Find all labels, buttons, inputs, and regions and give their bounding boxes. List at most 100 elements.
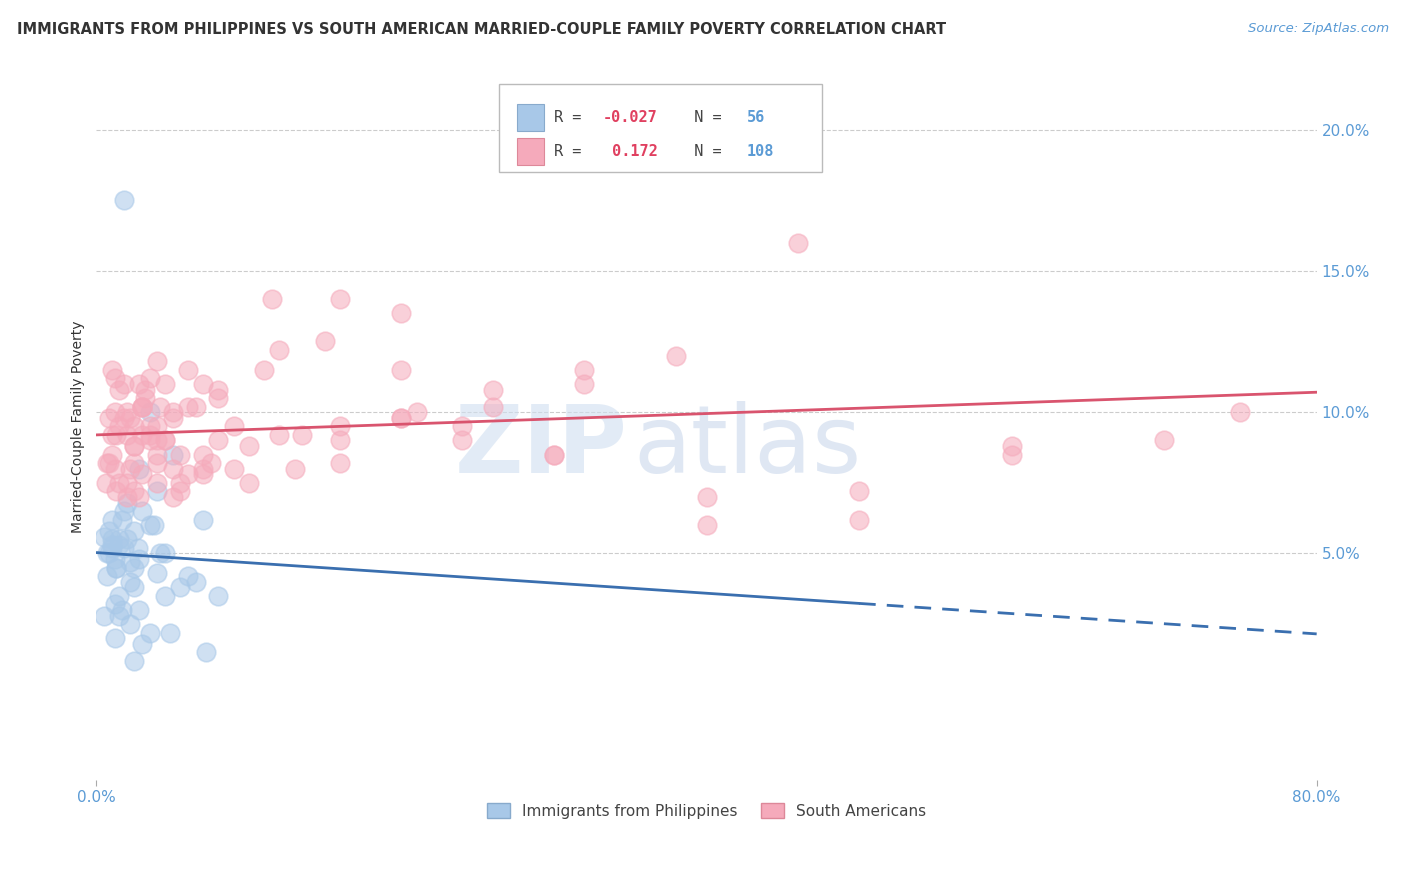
Point: [100, 363, 122, 377]
Point: [329, 456, 352, 470]
Point: [143, 518, 166, 533]
Point: [169, 581, 191, 595]
Point: [104, 461, 127, 475]
Point: [207, 434, 229, 448]
Point: [93, 529, 115, 543]
Point: [112, 193, 135, 207]
Point: [100, 512, 122, 526]
Point: [118, 617, 141, 632]
Point: [169, 475, 191, 490]
Point: [131, 400, 153, 414]
Point: [128, 376, 150, 391]
Point: [146, 475, 169, 490]
Point: [115, 533, 138, 547]
Point: [153, 589, 176, 603]
Point: [115, 405, 138, 419]
Text: Source: ZipAtlas.com: Source: ZipAtlas.com: [1249, 22, 1389, 36]
Text: 108: 108: [747, 144, 775, 159]
Point: [97, 524, 120, 538]
Point: [104, 405, 127, 419]
Point: [128, 552, 150, 566]
Point: [269, 427, 291, 442]
Point: [115, 490, 138, 504]
Point: [391, 410, 413, 425]
Point: [111, 512, 134, 526]
Point: [124, 484, 146, 499]
Point: [177, 400, 200, 414]
Point: [191, 376, 214, 391]
Point: [391, 410, 413, 425]
Point: [97, 456, 120, 470]
Point: [115, 475, 138, 490]
Point: [96, 569, 118, 583]
Point: [146, 419, 169, 434]
Point: [574, 363, 596, 377]
Point: [191, 467, 214, 482]
Point: [124, 456, 146, 470]
Point: [118, 555, 141, 569]
Point: [482, 400, 505, 414]
Point: [1153, 434, 1175, 448]
Point: [149, 400, 172, 414]
Bar: [517, 138, 544, 165]
Point: [153, 434, 176, 448]
Point: [108, 533, 131, 547]
Point: [131, 637, 153, 651]
Point: [105, 560, 128, 574]
Point: [451, 434, 474, 448]
Point: [124, 419, 146, 434]
Point: [184, 400, 207, 414]
Point: [118, 574, 141, 589]
Point: [124, 654, 146, 668]
Point: [153, 376, 176, 391]
Text: N =: N =: [676, 144, 731, 159]
Text: 0.172: 0.172: [603, 144, 658, 159]
Text: atlas: atlas: [633, 401, 862, 493]
Point: [787, 235, 810, 250]
Point: [112, 541, 135, 555]
Point: [96, 546, 118, 560]
Point: [291, 427, 314, 442]
Point: [146, 434, 169, 448]
Point: [139, 427, 162, 442]
Point: [329, 419, 352, 434]
Bar: [517, 104, 544, 131]
Point: [314, 334, 336, 349]
Point: [134, 391, 156, 405]
Point: [391, 363, 413, 377]
Point: [124, 560, 146, 574]
Point: [149, 546, 172, 560]
Point: [100, 448, 122, 462]
Point: [124, 439, 146, 453]
Text: -0.027: -0.027: [603, 110, 658, 125]
Point: [139, 419, 162, 434]
Point: [139, 625, 162, 640]
Point: [128, 603, 150, 617]
Point: [177, 569, 200, 583]
Point: [195, 645, 218, 659]
Point: [451, 419, 474, 434]
Point: [93, 608, 115, 623]
Point: [1000, 448, 1022, 462]
Point: [139, 405, 162, 419]
Point: [695, 518, 717, 533]
Point: [162, 405, 184, 419]
Point: [104, 598, 127, 612]
Text: 56: 56: [747, 110, 765, 125]
Point: [482, 383, 505, 397]
Point: [207, 383, 229, 397]
Text: R =: R =: [554, 144, 591, 159]
Point: [134, 383, 156, 397]
Point: [131, 400, 153, 414]
Point: [191, 461, 214, 475]
Point: [112, 376, 135, 391]
Point: [96, 456, 118, 470]
Point: [574, 376, 596, 391]
Point: [191, 512, 214, 526]
Point: [131, 400, 153, 414]
Text: R =: R =: [554, 110, 591, 125]
Point: [108, 589, 131, 603]
Point: [124, 439, 146, 453]
Point: [94, 475, 117, 490]
Point: [269, 343, 291, 357]
